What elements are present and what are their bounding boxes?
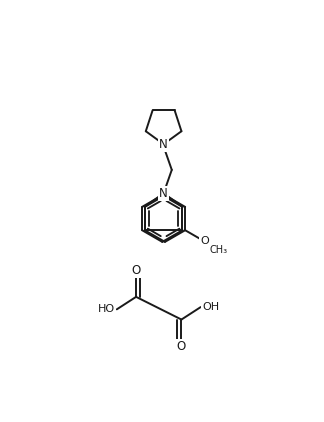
Text: O: O — [177, 340, 186, 353]
Text: O: O — [200, 236, 209, 246]
Text: OH: OH — [202, 302, 219, 312]
Text: CH₃: CH₃ — [210, 245, 228, 255]
Text: N: N — [159, 138, 168, 151]
Text: HO: HO — [98, 304, 115, 314]
Text: N: N — [159, 187, 168, 200]
Text: O: O — [132, 264, 141, 277]
